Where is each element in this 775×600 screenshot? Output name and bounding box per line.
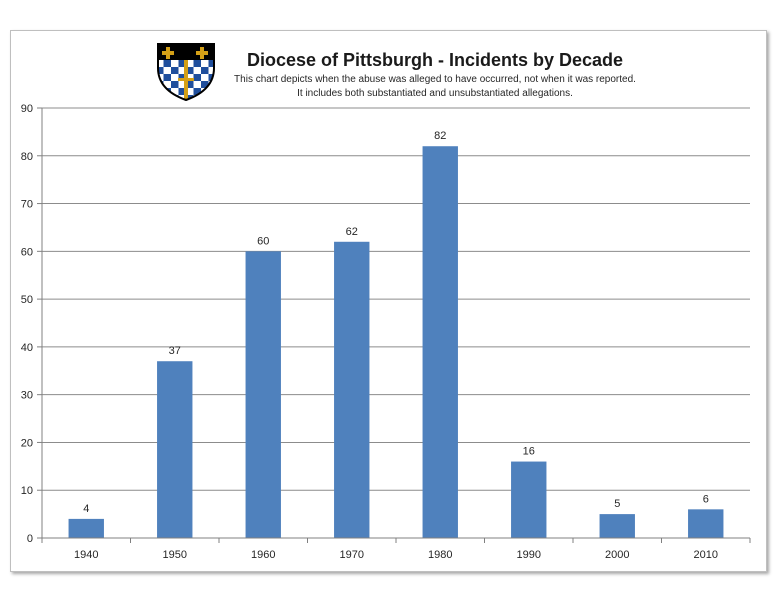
x-tick-label-1960: 1960 xyxy=(251,549,275,561)
y-tick-label: 30 xyxy=(21,390,33,402)
y-tick-label: 70 xyxy=(21,199,33,211)
data-label-2010: 6 xyxy=(703,493,709,505)
shield-check xyxy=(171,88,179,95)
shield-check xyxy=(178,81,186,88)
shield-check xyxy=(208,74,214,81)
shield-check xyxy=(171,74,179,81)
bar-1990 xyxy=(511,461,547,538)
shield-check xyxy=(158,67,164,74)
x-tick-label-1990: 1990 xyxy=(517,549,541,561)
x-axis-ticks: 1940 1950 1960 1970 1980 1990 2000 2010 xyxy=(41,538,751,561)
shield-check xyxy=(171,81,179,88)
shield-check xyxy=(208,60,214,67)
y-tick-label: 0 xyxy=(27,533,33,545)
diocese-shield-logo xyxy=(157,43,215,102)
x-tick-label-1940: 1940 xyxy=(74,549,98,561)
shield-check xyxy=(178,88,186,95)
x-tick-label-2010: 2010 xyxy=(694,549,718,561)
shield-check xyxy=(158,60,164,67)
shield-check xyxy=(201,60,209,67)
bar-2000 xyxy=(599,514,635,538)
shield-check xyxy=(193,60,201,67)
chart-frame xyxy=(10,30,767,572)
gridlines xyxy=(42,107,750,491)
data-label-1960: 60 xyxy=(257,235,269,247)
y-tick-label: 60 xyxy=(21,246,33,258)
shield-check xyxy=(163,60,171,67)
y-tick-label: 40 xyxy=(21,342,33,354)
shield-check xyxy=(163,81,171,88)
bar-1960 xyxy=(245,251,281,539)
shield-check xyxy=(208,67,214,74)
shield-check xyxy=(186,81,194,88)
shield-check xyxy=(186,60,194,67)
y-tick-label: 20 xyxy=(21,437,33,449)
y-tick-label: 10 xyxy=(21,485,33,497)
data-label-1980: 82 xyxy=(434,130,446,142)
shield-check xyxy=(201,67,209,74)
shield-check xyxy=(186,67,194,74)
shield-check xyxy=(193,88,201,95)
shield-check xyxy=(158,95,164,100)
shield-check xyxy=(178,60,186,67)
x-tick-label-1950: 1950 xyxy=(163,549,187,561)
y-tick-label: 80 xyxy=(21,151,33,163)
data-label-1950: 37 xyxy=(169,345,181,357)
bar-1980 xyxy=(422,146,458,538)
data-label-1990: 16 xyxy=(523,446,535,458)
data-label-1970: 62 xyxy=(346,226,358,238)
y-axis-ticks: 0 10 20 30 40 50 60 70 80 90 xyxy=(21,103,42,545)
shield-check xyxy=(178,74,186,81)
chart-title: Diocese of Pittsburgh - Incidents by Dec… xyxy=(246,50,624,70)
shield-check xyxy=(201,74,209,81)
y-tick-label: 50 xyxy=(21,294,33,306)
x-tick-label-1970: 1970 xyxy=(340,549,364,561)
y-tick-label: 90 xyxy=(21,103,33,115)
bar-1950 xyxy=(157,361,193,538)
bar-1940 xyxy=(68,518,104,538)
data-label-2000: 5 xyxy=(614,498,620,510)
shield-check xyxy=(178,67,186,74)
x-tick-label-2000: 2000 xyxy=(605,549,629,561)
shield-check xyxy=(193,74,201,81)
shield-check xyxy=(163,67,171,74)
chart-subtitle-line-1: This chart depicts when the abuse was al… xyxy=(234,74,636,85)
chart-subtitle-line-2: It includes both substantiated and unsub… xyxy=(297,88,573,99)
shield-check xyxy=(193,67,201,74)
shield-check xyxy=(186,74,194,81)
shield-check xyxy=(171,67,179,74)
shield-check xyxy=(171,60,179,67)
shield-check xyxy=(186,88,194,95)
data-label-1940: 4 xyxy=(83,503,89,515)
x-tick-label-1980: 1980 xyxy=(428,549,452,561)
shield-check xyxy=(163,95,171,100)
shield-check xyxy=(163,74,171,81)
shield-check xyxy=(158,88,164,95)
data-labels: 4 37 60 62 82 16 5 6 xyxy=(83,130,709,515)
shield-check xyxy=(193,81,201,88)
bars xyxy=(68,146,724,539)
shield-check xyxy=(158,74,164,81)
bar-2010 xyxy=(688,509,724,538)
shield-check xyxy=(201,81,209,88)
bar-1970 xyxy=(334,241,370,538)
